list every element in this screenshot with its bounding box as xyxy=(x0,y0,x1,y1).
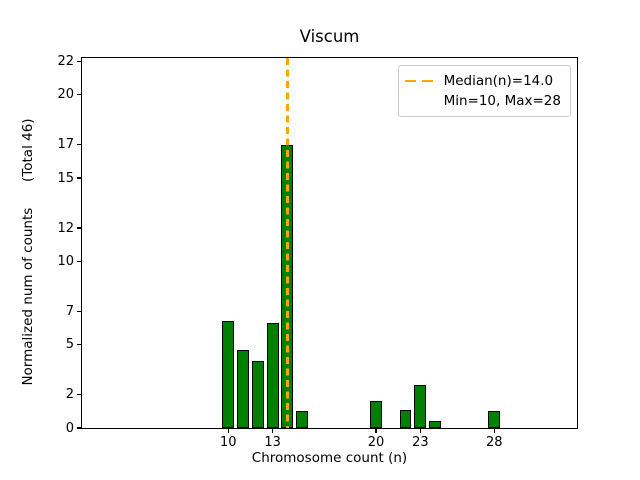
x-tick-label-28: 28 xyxy=(485,435,503,450)
y-tick-mark-7 xyxy=(76,310,82,312)
y-tick-mark-20 xyxy=(76,94,82,96)
median-line xyxy=(286,58,289,428)
x-tick-label-13: 13 xyxy=(264,435,281,450)
x-tick-label-23: 23 xyxy=(412,435,429,450)
legend-label-median: Median(n)=14.0 xyxy=(443,73,554,89)
y-tick-mark-22 xyxy=(76,60,82,62)
x-tick-label-10: 10 xyxy=(220,435,237,450)
y-tick-mark-15 xyxy=(76,177,82,179)
y-tick-mark-2 xyxy=(76,394,82,396)
x-axis-label: Chromosome count (n) xyxy=(251,450,408,466)
y-tick-label-2: 2 xyxy=(65,387,74,403)
y-tick-mark-10 xyxy=(76,260,82,262)
x-tick-mark-28 xyxy=(493,428,495,433)
legend-label-minmax: Min=10, Max=28 xyxy=(443,93,561,109)
legend-row-minmax: Min=10, Max=28 xyxy=(405,91,561,111)
bar-n15 xyxy=(296,411,309,428)
y-tick-mark-12 xyxy=(76,227,82,229)
bar-n24 xyxy=(429,421,442,428)
y-tick-mark-0 xyxy=(76,427,82,429)
x-tick-label-20: 20 xyxy=(367,435,385,450)
y-tick-mark-5 xyxy=(76,344,82,346)
chart-title: Viscum xyxy=(299,27,360,46)
bar-n20 xyxy=(370,401,382,428)
bar-n10 xyxy=(222,321,235,428)
y-tick-mark-17 xyxy=(76,144,82,146)
y-tick-label-22: 22 xyxy=(57,53,74,69)
y-tick-label-15: 15 xyxy=(57,170,74,186)
bar-n23 xyxy=(414,384,427,428)
bar-n12 xyxy=(251,361,264,428)
y-tick-label-0: 0 xyxy=(65,420,74,436)
median-dash-icon xyxy=(404,79,433,83)
y-tick-label-7: 7 xyxy=(65,303,74,319)
legend-row-median: Median(n)=14.0 xyxy=(404,71,561,91)
bar-n13 xyxy=(266,323,279,428)
x-tick-mark-20 xyxy=(375,428,377,433)
y-tick-label-12: 12 xyxy=(57,220,74,236)
bar-n28 xyxy=(488,411,501,428)
legend: Median(n)=14.0 Min=10, Max=28 xyxy=(397,65,571,117)
legend-handle-empty xyxy=(405,100,433,103)
x-tick-mark-23 xyxy=(419,428,421,433)
y-tick-label-17: 17 xyxy=(57,137,74,153)
x-tick-mark-13 xyxy=(272,428,274,433)
y-axis-label: Normalized num of counts (Total 46) xyxy=(20,118,36,386)
x-tick-mark-10 xyxy=(227,428,229,433)
bar-n22 xyxy=(399,409,412,428)
plot-area: 10 13 20 23 28 0 2 5 7 10 12 15 17 20 22 Median(n)=14.… xyxy=(57,54,578,450)
y-tick-label-10: 10 xyxy=(57,253,74,269)
bar-n11 xyxy=(237,349,249,428)
y-tick-label-20: 20 xyxy=(57,87,74,103)
y-tick-label-5: 5 xyxy=(65,337,74,353)
